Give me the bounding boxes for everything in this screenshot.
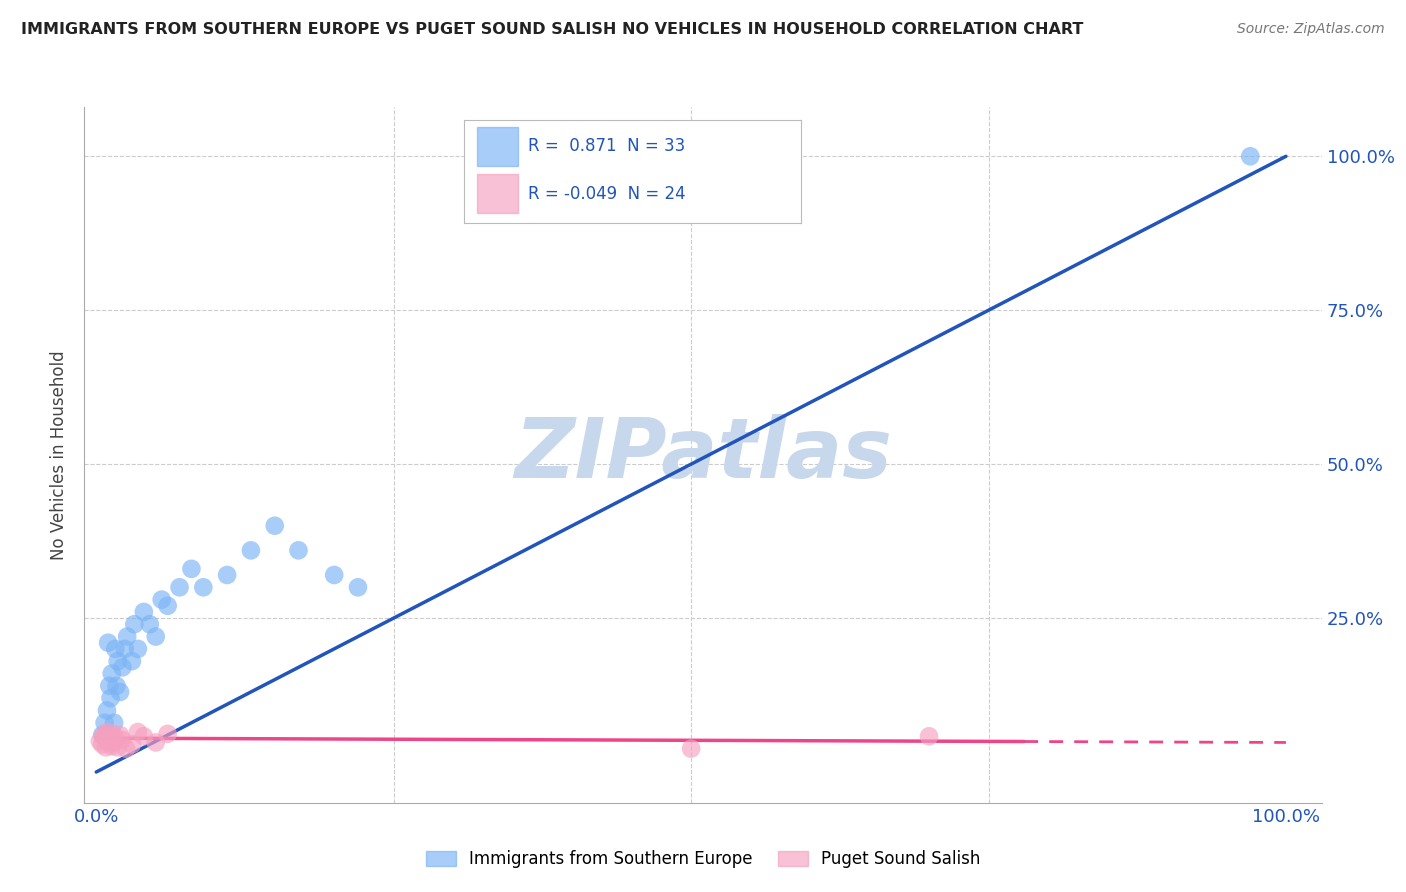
Text: Source: ZipAtlas.com: Source: ZipAtlas.com: [1237, 22, 1385, 37]
Point: [114, 641, 136, 656]
Point: [100, 691, 122, 706]
Point: [239, 543, 262, 558]
Legend: Immigrants from Southern Europe, Puget Sound Salish: Immigrants from Southern Europe, Puget S…: [419, 844, 987, 875]
Text: IMMIGRANTS FROM SOUTHERN EUROPE VS PUGET SOUND SALISH NO VEHICLES IN HOUSEHOLD C: IMMIGRANTS FROM SOUTHERN EUROPE VS PUGET…: [21, 22, 1084, 37]
Point: [107, 654, 129, 668]
Point: [180, 562, 202, 576]
Bar: [478, 174, 517, 212]
Point: [115, 741, 138, 756]
Text: R = -0.049  N = 24: R = -0.049 N = 24: [529, 186, 686, 203]
Point: [124, 617, 146, 632]
Text: R =  0.871  N = 33: R = 0.871 N = 33: [529, 137, 685, 155]
Point: [98, 679, 121, 693]
Point: [139, 617, 162, 632]
Point: [111, 733, 134, 747]
Point: [111, 660, 134, 674]
Point: [287, 543, 309, 558]
Point: [263, 518, 285, 533]
Point: [108, 728, 131, 742]
Point: [101, 727, 124, 741]
Point: [127, 641, 149, 656]
Point: [96, 725, 118, 739]
Point: [91, 737, 114, 751]
Point: [100, 729, 122, 743]
Point: [100, 666, 122, 681]
Point: [132, 605, 155, 619]
Point: [145, 630, 167, 644]
Point: [121, 737, 143, 751]
Point: [156, 727, 179, 741]
Point: [103, 735, 125, 749]
Point: [1239, 149, 1261, 163]
Text: ZIPatlas: ZIPatlas: [515, 415, 891, 495]
Point: [103, 715, 125, 730]
Point: [94, 740, 117, 755]
Point: [107, 740, 129, 755]
Point: [104, 731, 127, 746]
Point: [100, 739, 122, 753]
Point: [132, 729, 155, 743]
Point: [96, 703, 118, 717]
Point: [98, 735, 121, 749]
Point: [347, 580, 370, 594]
Point: [145, 735, 167, 749]
Point: [97, 733, 120, 747]
Point: [127, 725, 149, 739]
Bar: [478, 127, 517, 166]
Point: [93, 715, 115, 730]
Point: [121, 654, 143, 668]
Point: [105, 679, 128, 693]
Point: [681, 741, 703, 756]
Point: [156, 599, 179, 613]
Point: [108, 685, 131, 699]
Point: [93, 728, 115, 742]
Point: [93, 731, 115, 746]
Point: [918, 729, 941, 743]
Point: [115, 630, 138, 644]
Point: [97, 636, 120, 650]
Point: [91, 728, 114, 742]
Point: [323, 568, 346, 582]
Point: [169, 580, 191, 594]
Point: [193, 580, 215, 594]
Y-axis label: No Vehicles in Household: No Vehicles in Household: [51, 350, 69, 560]
Point: [89, 734, 111, 748]
Point: [217, 568, 239, 582]
Point: [150, 592, 173, 607]
Point: [104, 641, 127, 656]
